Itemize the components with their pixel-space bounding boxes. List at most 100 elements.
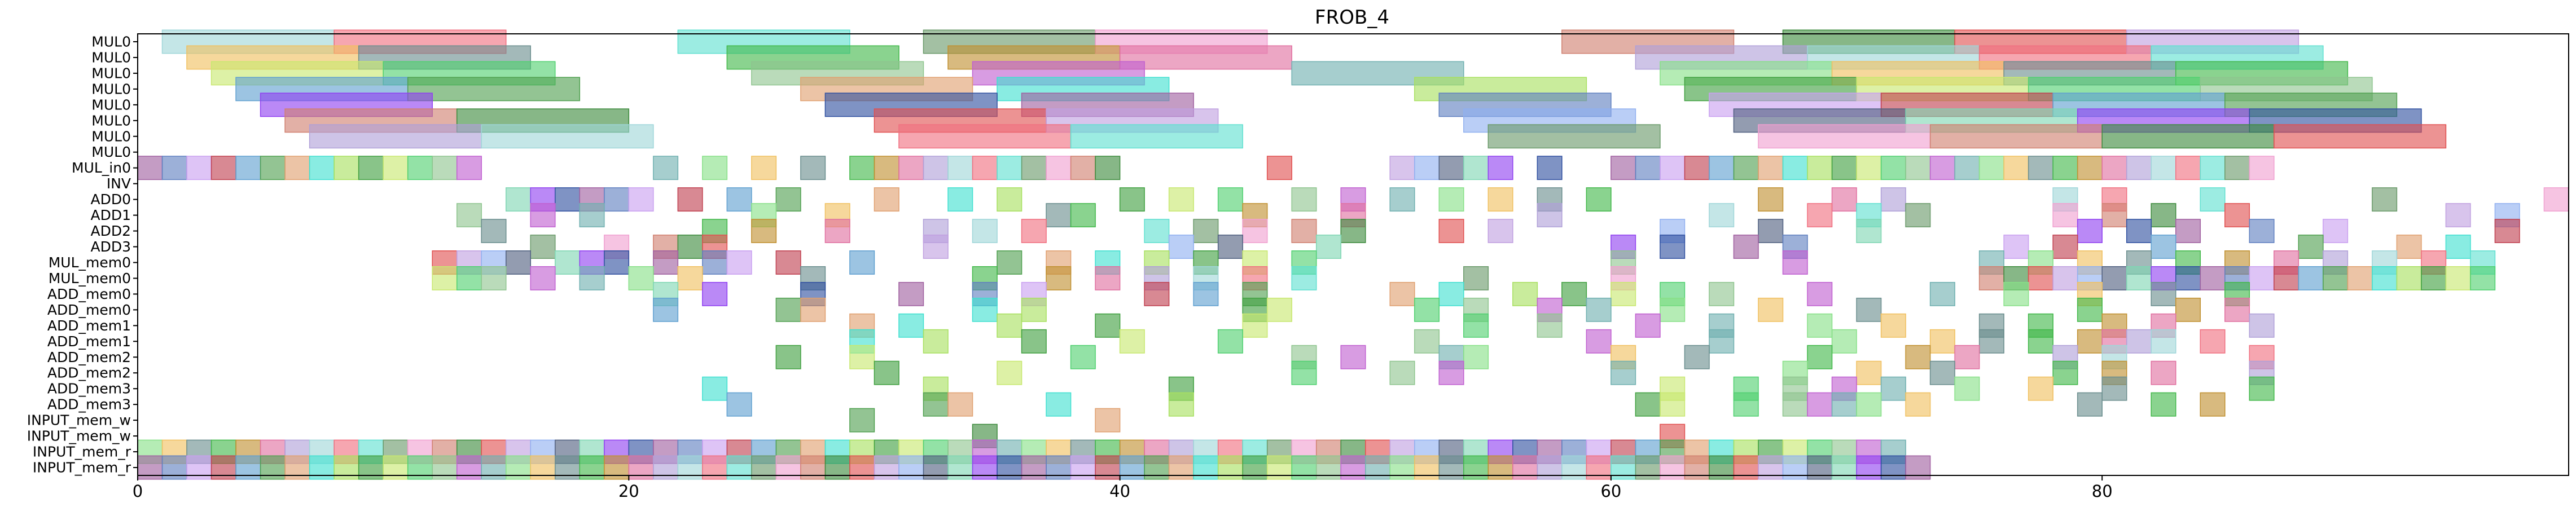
task-bar (2052, 360, 2078, 385)
task-bar (2200, 266, 2226, 290)
chart-title: FROB_4 (1315, 6, 1389, 29)
task-bar (1095, 156, 1121, 180)
task-bar (1856, 392, 1882, 417)
x-tick-label: 80 (2092, 482, 2113, 501)
task-bar (1831, 187, 1857, 212)
y-tick-label: MUL_mem0 (49, 254, 131, 271)
task-bar (1217, 329, 1243, 354)
task-bar (2101, 203, 2127, 228)
task-bar (2323, 266, 2349, 290)
task-bar (1021, 329, 1047, 354)
task-bar (726, 187, 752, 212)
task-bar (555, 250, 581, 275)
task-bar (2372, 266, 2398, 290)
task-bar (1807, 203, 1833, 228)
task-bar (481, 266, 507, 290)
task-bar (726, 250, 752, 275)
task-bar (579, 266, 605, 290)
task-bar (2126, 219, 2152, 243)
y-tick-label: ADD0 (90, 191, 131, 208)
y-tick-label: INPUT_mem_w (27, 412, 131, 429)
task-bar (1389, 187, 1415, 212)
y-tick-label: ADD_mem1 (47, 333, 131, 350)
task-bar (898, 313, 924, 338)
task-bar (1046, 203, 1072, 228)
task-bar (1978, 329, 2004, 354)
task-bar (2249, 376, 2275, 401)
task-bar (2200, 329, 2226, 354)
task-bar (1144, 219, 1170, 243)
task-bar (2347, 266, 2373, 290)
task-bar (1978, 266, 2004, 290)
task-bar (210, 156, 236, 180)
task-bar (235, 156, 261, 180)
task-bar (1070, 156, 1096, 180)
task-bar (2151, 360, 2176, 385)
task-bar (775, 345, 801, 369)
task-bar (1168, 392, 1194, 417)
task-bar (874, 360, 899, 385)
x-tick-label: 40 (1109, 482, 1130, 501)
y-tick-label: INPUT_mem_r (33, 444, 131, 460)
task-bar (1807, 345, 1833, 369)
y-tick-label: INV (107, 175, 131, 192)
task-bar (628, 187, 654, 212)
task-bar (1537, 156, 1563, 180)
task-bar (1905, 392, 1931, 417)
x-tick-label: 20 (618, 482, 639, 501)
task-bar (1880, 376, 1906, 401)
task-bar (2028, 376, 2053, 401)
task-bar (579, 203, 605, 228)
task-bar (997, 156, 1022, 180)
task-bar (260, 156, 286, 180)
task-bar (1660, 297, 1686, 322)
task-bar (1610, 156, 1636, 180)
task-bar (1733, 392, 1759, 417)
task-bar (1537, 203, 1563, 228)
task-bar (1266, 297, 1292, 322)
task-bar (1807, 313, 1833, 338)
task-bar (2224, 297, 2250, 322)
task-bar (1709, 281, 1735, 306)
task-bar (849, 250, 875, 275)
task-bar (1610, 281, 1636, 306)
task-bar (2470, 266, 2496, 290)
task-bar (1242, 219, 1268, 243)
task-bar (1463, 345, 1489, 369)
task-bar (2077, 329, 2103, 354)
task-bar (1880, 156, 1906, 180)
task-bar (1758, 156, 1784, 180)
task-bar (1095, 313, 1121, 338)
y-tick-label: ADD_mem3 (47, 396, 131, 413)
y-tick-label: MUL_in0 (72, 160, 131, 176)
task-bar (2249, 266, 2275, 290)
task-bar (1880, 313, 1906, 338)
task-bar (481, 219, 507, 243)
task-bar (997, 313, 1022, 338)
task-bar (2151, 392, 2176, 417)
task-bar (1856, 360, 1882, 385)
task-bar (2274, 124, 2447, 149)
task-bar (284, 156, 310, 180)
task-bar (1217, 187, 1243, 212)
task-bar (1880, 187, 1906, 212)
task-bar (824, 219, 850, 243)
task-bar (1463, 266, 1489, 290)
task-bar (1831, 392, 1857, 417)
task-bar (2175, 156, 2201, 180)
task-bar (972, 156, 998, 180)
task-bar (2224, 156, 2250, 180)
task-bar (2445, 266, 2471, 290)
task-bar (2151, 235, 2176, 259)
task-bar (923, 392, 949, 417)
y-tick-label: INPUT_mem_w (27, 428, 131, 444)
x-tick-label: 60 (1600, 482, 1621, 501)
task-bar (1414, 329, 1440, 354)
task-bar (1758, 219, 1784, 243)
task-bar (2494, 219, 2520, 243)
task-bar (1021, 297, 1047, 322)
task-bar (1340, 345, 1366, 369)
y-axis-labels: MUL0MUL0MUL0MUL0MUL0MUL0MUL0MUL0MUL_in0I… (27, 33, 138, 476)
task-bar (800, 297, 826, 322)
